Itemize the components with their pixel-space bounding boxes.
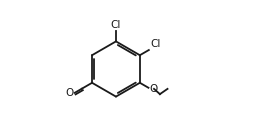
Text: Cl: Cl [150, 39, 160, 49]
Text: Cl: Cl [111, 20, 121, 30]
Text: O: O [65, 88, 73, 98]
Text: O: O [149, 84, 157, 94]
